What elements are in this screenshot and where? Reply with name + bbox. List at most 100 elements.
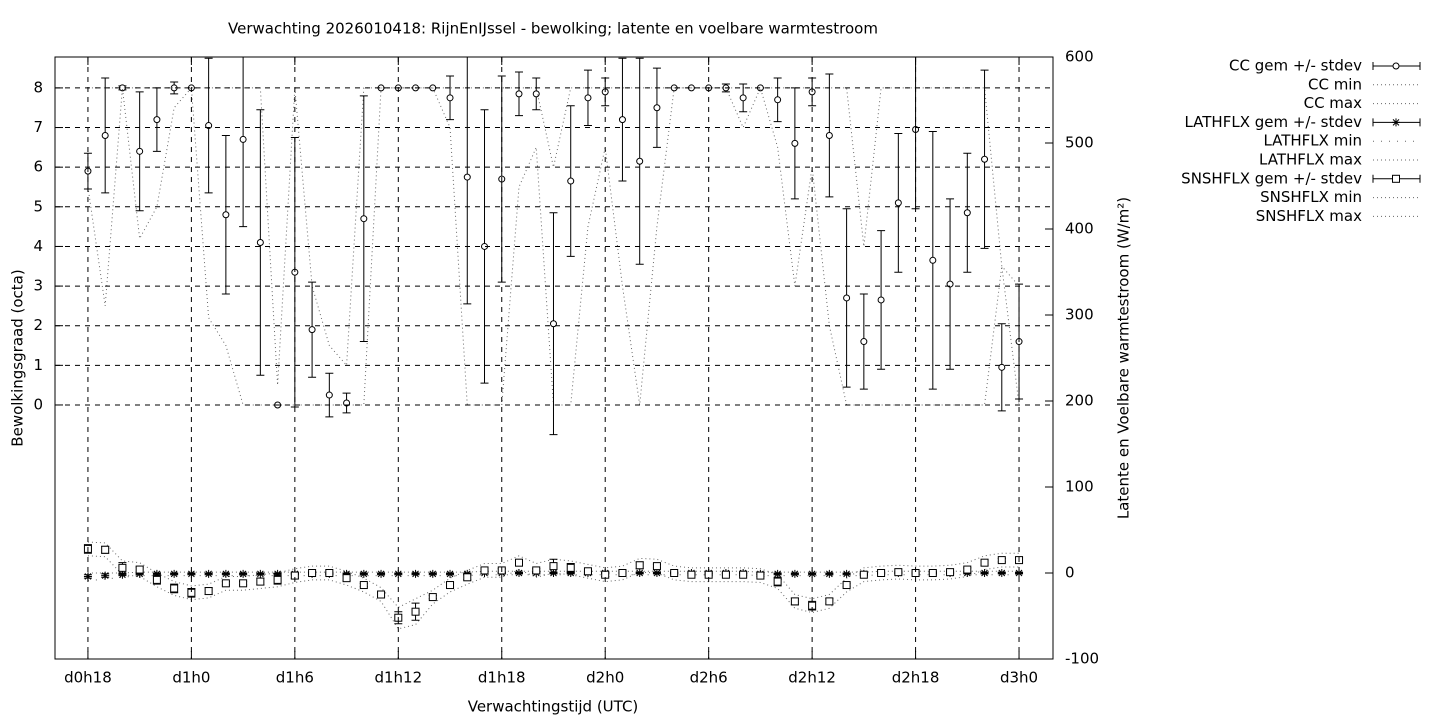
marker: [446, 581, 455, 590]
marker: [411, 607, 420, 616]
y2-tick-label: 200: [1065, 392, 1094, 410]
marker: [721, 570, 730, 579]
y-tick-label: 6: [33, 158, 43, 176]
marker: [222, 211, 230, 219]
x-tick-label: d3h0: [1000, 669, 1038, 687]
marker: [653, 104, 661, 112]
marker: [221, 579, 230, 588]
y2-tick-label: 600: [1065, 48, 1094, 66]
marker: [739, 94, 747, 102]
marker: [411, 569, 420, 578]
y2-tick-label: 400: [1065, 220, 1094, 238]
marker: [773, 577, 782, 586]
marker: [446, 569, 455, 578]
marker: [636, 157, 644, 165]
y-tick-label: 7: [33, 118, 43, 136]
marker: [583, 567, 592, 576]
marker: [342, 569, 351, 578]
marker: [359, 581, 368, 590]
marker: [928, 569, 937, 577]
marker: [566, 563, 575, 572]
marker: [963, 209, 971, 217]
marker: [463, 173, 471, 181]
marker: [239, 135, 247, 143]
marker: [428, 569, 437, 578]
x-tick-label: d2h18: [892, 669, 940, 687]
marker: [549, 320, 557, 328]
marker: [790, 597, 799, 606]
y-tick-label: 0: [33, 395, 43, 413]
marker: [997, 556, 1006, 565]
x-tick-label: d1h0: [172, 669, 210, 687]
marker: [894, 199, 902, 207]
legend-label: LATHFLX min: [1263, 132, 1362, 150]
marker: [135, 565, 144, 574]
marker: [997, 569, 1006, 577]
range-line: [87, 555, 1020, 630]
legend-label: SNSHFLX min: [1260, 188, 1362, 206]
x-tick-label: d0h18: [64, 669, 112, 687]
x-tick-label: d2h0: [586, 669, 624, 687]
marker: [894, 568, 903, 577]
marker: [204, 587, 213, 596]
marker: [170, 584, 179, 593]
marker: [566, 569, 575, 577]
y2-tick-label: 500: [1065, 134, 1094, 152]
y2-tick-label: -100: [1065, 650, 1099, 668]
marker: [532, 566, 541, 575]
marker: [739, 570, 748, 579]
marker: [170, 569, 179, 578]
legend-label: CC min: [1308, 75, 1362, 93]
marker: [136, 147, 144, 155]
marker: [325, 569, 334, 577]
marker: [515, 90, 523, 98]
y2-tick-label: 100: [1065, 478, 1094, 496]
marker: [308, 326, 316, 334]
plot-area: [83, 57, 1024, 630]
marker: [791, 139, 799, 147]
marker: [774, 96, 782, 104]
marker: [204, 569, 213, 578]
x-tick-label: d2h12: [788, 669, 836, 687]
marker: [670, 569, 679, 577]
marker: [153, 116, 161, 124]
marker: [360, 215, 368, 223]
marker: [325, 391, 333, 399]
marker: [118, 570, 127, 579]
y-tick-label: 3: [33, 277, 43, 295]
marker: [567, 177, 575, 185]
marker: [514, 569, 523, 577]
marker: [877, 296, 885, 304]
marker: [135, 569, 144, 578]
marker: [946, 568, 955, 577]
x-tick-label: d1h6: [276, 669, 314, 687]
marker: [239, 579, 248, 588]
marker: [480, 566, 489, 575]
legend-label: CC max: [1304, 94, 1363, 112]
marker: [929, 256, 937, 264]
marker: [308, 569, 317, 577]
marker: [652, 562, 661, 571]
marker: [256, 569, 265, 578]
marker: [877, 569, 886, 577]
x-axis-label: Verwachtingstijd (UTC): [468, 698, 639, 716]
marker: [1392, 174, 1400, 183]
marker: [860, 338, 868, 346]
marker: [101, 131, 109, 139]
marker: [446, 94, 454, 102]
marker: [256, 238, 264, 246]
marker: [963, 565, 972, 574]
marker: [273, 575, 282, 584]
legend-label: LATHFLX max: [1259, 151, 1362, 169]
y-tick-label: 1: [33, 356, 43, 374]
range-line: [87, 541, 1020, 609]
marker: [773, 569, 782, 578]
y-tick-label: 8: [33, 78, 43, 96]
marker: [256, 577, 265, 586]
y2-tick-label: 300: [1065, 306, 1094, 324]
legend-label: CC gem +/- stdev: [1229, 57, 1362, 75]
x-tick-label: d2h6: [690, 669, 728, 687]
marker: [1015, 569, 1024, 577]
